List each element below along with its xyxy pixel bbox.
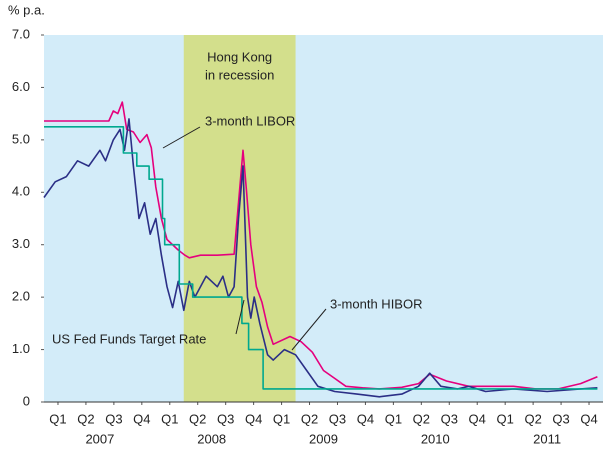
plot-background <box>44 35 603 402</box>
recession-band <box>183 35 296 402</box>
y-tick-label: 0 <box>23 393 30 408</box>
annotation-leader <box>291 308 327 351</box>
unit-label: % p.a. <box>8 2 45 17</box>
x-tick-label: Q1 <box>49 411 66 426</box>
series-annotation: US Fed Funds Target Rate <box>52 331 206 346</box>
x-tick-label: Q3 <box>217 411 234 426</box>
x-tick-label: Q2 <box>77 411 94 426</box>
y-tick-label: 7.0 <box>12 26 30 41</box>
x-tick-label: Q3 <box>105 411 122 426</box>
x-tick-label: Q2 <box>189 411 206 426</box>
year-label: 2009 <box>309 431 338 446</box>
x-tick-label: Q2 <box>524 411 541 426</box>
year-label: 2008 <box>197 431 226 446</box>
x-tick-label: Q4 <box>245 411 262 426</box>
x-tick-label: Q4 <box>133 411 150 426</box>
x-tick-label: Q1 <box>161 411 178 426</box>
x-tick-label: Q3 <box>441 411 458 426</box>
annotation-leader <box>235 299 245 335</box>
y-tick-label: 4.0 <box>12 184 30 199</box>
year-label: 2010 <box>421 431 450 446</box>
y-tick-label: 1.0 <box>12 341 30 356</box>
annotation-leader <box>162 126 201 149</box>
recession-label: Hong Kong <box>207 49 272 64</box>
x-tick-label: Q3 <box>329 411 346 426</box>
y-tick-label: 6.0 <box>12 79 30 94</box>
recession-label: in recession <box>205 67 274 82</box>
x-tick-label: Q2 <box>413 411 430 426</box>
series-line <box>44 101 598 390</box>
x-tick-label: Q1 <box>497 411 514 426</box>
y-tick-label: 2.0 <box>12 289 30 304</box>
x-tick-label: Q4 <box>580 411 597 426</box>
y-tick-label: 3.0 <box>12 236 30 251</box>
x-tick-label: Q1 <box>273 411 290 426</box>
series-annotation: 3-month HIBOR <box>330 296 422 311</box>
x-tick-label: Q2 <box>301 411 318 426</box>
year-label: 2011 <box>533 431 561 446</box>
x-tick-label: Q4 <box>469 411 486 426</box>
x-tick-label: Q1 <box>385 411 402 426</box>
year-label: 2007 <box>85 431 114 446</box>
y-tick-label: 5.0 <box>12 131 30 146</box>
x-tick-label: Q3 <box>552 411 569 426</box>
series-line <box>44 126 598 390</box>
series-annotation: 3-month LIBOR <box>205 113 295 128</box>
x-tick-label: Q4 <box>357 411 374 426</box>
